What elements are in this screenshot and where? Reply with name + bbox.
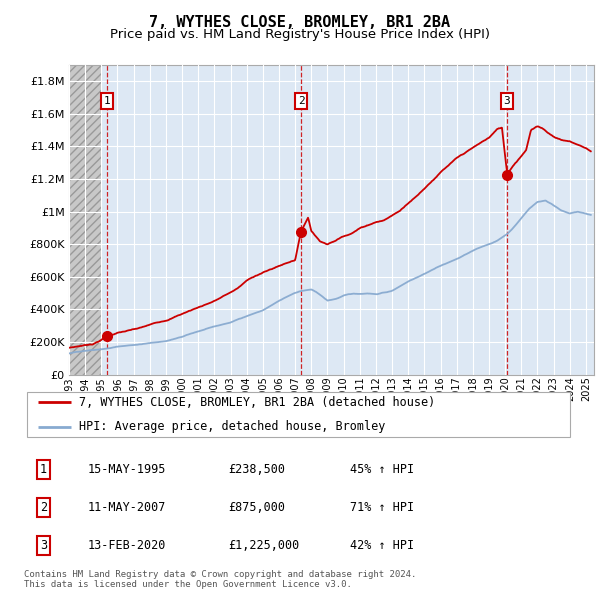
Text: 1: 1: [40, 463, 47, 476]
Text: 7, WYTHES CLOSE, BROMLEY, BR1 2BA (detached house): 7, WYTHES CLOSE, BROMLEY, BR1 2BA (detac…: [79, 396, 436, 409]
Text: 11-MAY-2007: 11-MAY-2007: [88, 501, 166, 514]
Text: 13-FEB-2020: 13-FEB-2020: [88, 539, 166, 552]
Text: 1: 1: [104, 96, 110, 106]
Text: 15-MAY-1995: 15-MAY-1995: [88, 463, 166, 476]
Text: 3: 3: [40, 539, 47, 552]
Text: 2: 2: [40, 501, 47, 514]
Text: £1,225,000: £1,225,000: [228, 539, 299, 552]
Text: £238,500: £238,500: [228, 463, 285, 476]
Text: Contains HM Land Registry data © Crown copyright and database right 2024.
This d: Contains HM Land Registry data © Crown c…: [24, 570, 416, 589]
Text: 2: 2: [298, 96, 305, 106]
Text: £875,000: £875,000: [228, 501, 285, 514]
Bar: [69, 65, 101, 375]
Text: 71% ↑ HPI: 71% ↑ HPI: [350, 501, 414, 514]
FancyBboxPatch shape: [27, 392, 571, 437]
Text: Price paid vs. HM Land Registry's House Price Index (HPI): Price paid vs. HM Land Registry's House …: [110, 28, 490, 41]
Text: 45% ↑ HPI: 45% ↑ HPI: [350, 463, 414, 476]
Text: HPI: Average price, detached house, Bromley: HPI: Average price, detached house, Brom…: [79, 420, 386, 433]
Text: 42% ↑ HPI: 42% ↑ HPI: [350, 539, 414, 552]
Text: 7, WYTHES CLOSE, BROMLEY, BR1 2BA: 7, WYTHES CLOSE, BROMLEY, BR1 2BA: [149, 15, 451, 30]
Text: 3: 3: [504, 96, 511, 106]
